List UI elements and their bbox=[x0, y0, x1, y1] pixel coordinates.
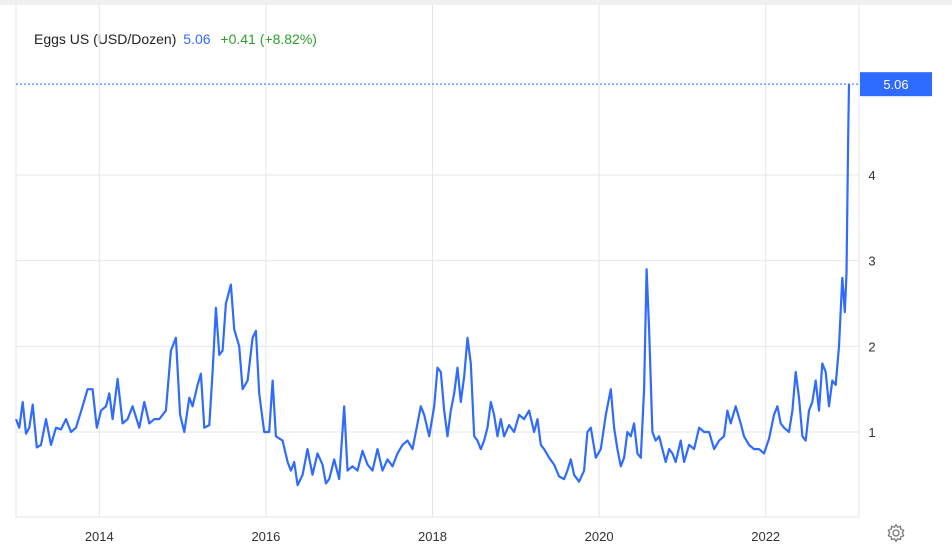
x-tick-label: 2014 bbox=[85, 529, 114, 544]
series-layer bbox=[14, 84, 851, 487]
gear-icon[interactable] bbox=[886, 523, 906, 543]
current-price: 5.06 bbox=[183, 31, 211, 47]
y-tick-label: 2 bbox=[868, 339, 875, 354]
x-tick-label: 2018 bbox=[418, 529, 447, 544]
y-tick-label: 3 bbox=[868, 254, 875, 269]
x-tick-label: 2022 bbox=[751, 529, 780, 544]
top-bar bbox=[0, 0, 952, 5]
chart-header: Eggs US (USD/Dozen) 5.06 +0.41 (+8.82%) bbox=[34, 31, 317, 47]
price-change: +0.41 (+8.82%) bbox=[220, 31, 317, 47]
y-tick-label: 4 bbox=[868, 168, 875, 183]
last-price-tag-label: 5.06 bbox=[883, 77, 908, 92]
price-tag-layer: 5.06 bbox=[16, 72, 932, 97]
y-tick-label: 1 bbox=[868, 425, 875, 440]
axes: 2014 2016 2018 2020 2022 1 2 3 4 bbox=[85, 168, 876, 544]
grid bbox=[15, 5, 860, 518]
x-tick-label: 2020 bbox=[585, 529, 614, 544]
instrument-name: Eggs US (USD/Dozen) bbox=[34, 31, 177, 47]
x-tick-label: 2016 bbox=[251, 529, 280, 544]
series-line-eggs-us bbox=[14, 84, 851, 487]
last-price-tag bbox=[860, 72, 932, 97]
